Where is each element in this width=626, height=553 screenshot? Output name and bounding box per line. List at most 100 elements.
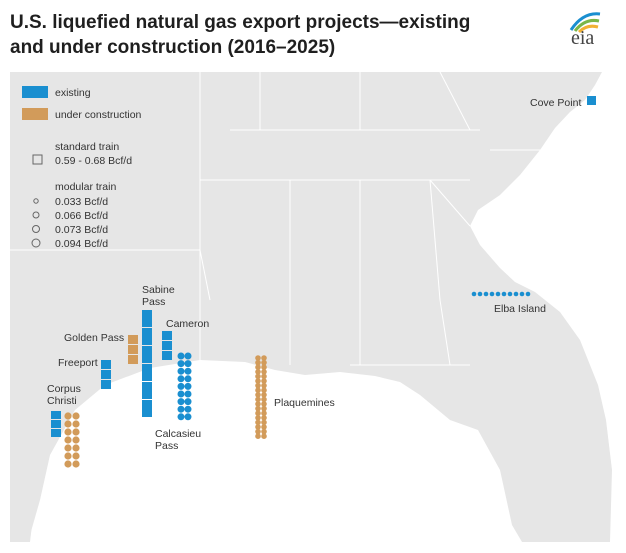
legend-standard-range: 0.59 - 0.68 Bcf/d bbox=[55, 155, 132, 167]
legend-standard-square bbox=[32, 154, 43, 165]
modular-train bbox=[261, 396, 267, 403]
project-label-elba-island: Elba Island bbox=[494, 303, 546, 315]
legend-standard-title: standard train bbox=[55, 141, 119, 153]
modular-train bbox=[261, 382, 267, 389]
project-label-plaquemines: Plaquemines bbox=[274, 397, 335, 409]
modular-train bbox=[72, 444, 80, 452]
modular-train bbox=[184, 360, 192, 368]
projects: Cove Point Sabine Pass Golden Pass Camer… bbox=[47, 96, 596, 468]
standard-train bbox=[142, 328, 152, 345]
standard-train bbox=[142, 364, 152, 381]
modular-train bbox=[255, 392, 261, 398]
standard-train bbox=[51, 420, 61, 428]
modular-train bbox=[261, 424, 267, 430]
modular-train bbox=[255, 415, 261, 421]
eia-logo: eia bbox=[569, 12, 601, 49]
modular-train bbox=[255, 387, 261, 394]
modular-train bbox=[184, 382, 192, 390]
modular-train bbox=[177, 405, 185, 413]
legend: existing under construction standard tra… bbox=[22, 86, 142, 250]
standard-train bbox=[128, 355, 138, 364]
standard-train bbox=[128, 345, 138, 354]
modular-train bbox=[184, 367, 192, 375]
legend-construction-label: under construction bbox=[55, 109, 142, 121]
modular-train bbox=[64, 436, 72, 444]
modular-train bbox=[495, 291, 501, 297]
title-line-2: and under construction (2016–2025) bbox=[10, 37, 336, 58]
standard-train bbox=[101, 370, 111, 379]
modular-train bbox=[177, 390, 185, 398]
standard-train bbox=[51, 411, 61, 419]
modular-train bbox=[255, 378, 261, 384]
legend-modular-size: 0.033 Bcf/d bbox=[55, 196, 108, 208]
standard-train bbox=[51, 429, 61, 437]
standard-train bbox=[587, 96, 596, 105]
modular-train bbox=[483, 291, 489, 297]
modular-train bbox=[261, 392, 267, 398]
legend-modular-circle bbox=[31, 238, 41, 248]
modular-train bbox=[184, 413, 192, 421]
modular-train bbox=[255, 428, 261, 435]
standard-train bbox=[128, 335, 138, 344]
legend-modular-size: 0.073 Bcf/d bbox=[55, 224, 108, 236]
project-label-golden-pass: Golden Pass bbox=[64, 332, 124, 344]
standard-train bbox=[101, 360, 111, 369]
modular-train bbox=[255, 355, 261, 361]
legend-modular-circle bbox=[33, 198, 39, 204]
modular-train bbox=[177, 352, 185, 360]
modular-train bbox=[255, 419, 261, 426]
legend-modular-circle bbox=[32, 225, 40, 233]
modular-train bbox=[177, 367, 185, 375]
modular-train bbox=[513, 291, 519, 297]
corpus-christi-marker bbox=[51, 411, 80, 468]
modular-train bbox=[261, 364, 267, 371]
modular-train bbox=[261, 355, 267, 361]
project-label-corpus-christi: Corpus bbox=[47, 383, 81, 395]
cameron-marker bbox=[162, 331, 172, 360]
modular-train bbox=[261, 378, 267, 384]
modular-train bbox=[177, 375, 185, 383]
legend-modular-size: 0.094 Bcf/d bbox=[55, 238, 108, 250]
legend-existing-label: existing bbox=[55, 87, 91, 99]
modular-train bbox=[72, 412, 80, 420]
modular-train bbox=[255, 424, 261, 430]
legend-existing-swatch bbox=[22, 86, 48, 98]
modular-train bbox=[255, 405, 261, 412]
modular-train bbox=[255, 382, 261, 389]
modular-train bbox=[184, 405, 192, 413]
modular-train bbox=[64, 460, 72, 468]
cove-point-marker bbox=[587, 96, 596, 105]
map-title: U.S. liquefied natural gas export projec… bbox=[10, 10, 470, 60]
modular-train bbox=[72, 452, 80, 460]
modular-train bbox=[261, 433, 267, 440]
project-label-cameron: Cameron bbox=[166, 318, 209, 330]
modular-train bbox=[261, 387, 267, 394]
modular-train bbox=[255, 396, 261, 403]
modular-train bbox=[255, 410, 261, 417]
standard-train bbox=[101, 380, 111, 389]
modular-train bbox=[261, 359, 267, 366]
sabine-pass-marker bbox=[142, 310, 152, 417]
modular-train bbox=[255, 359, 261, 366]
standard-train bbox=[142, 346, 152, 363]
modular-train bbox=[255, 401, 261, 407]
standard-train bbox=[142, 400, 152, 417]
elba-island-marker bbox=[471, 291, 531, 297]
project-label-sabine-pass-2: Pass bbox=[142, 296, 165, 308]
modular-train bbox=[64, 444, 72, 452]
standard-train bbox=[162, 331, 172, 340]
modular-train bbox=[72, 428, 80, 436]
modular-train bbox=[507, 291, 513, 297]
golden-pass-marker bbox=[128, 335, 138, 364]
project-label-calcasieu-pass-2: Pass bbox=[155, 440, 178, 452]
modular-train bbox=[72, 460, 80, 468]
modular-train bbox=[177, 413, 185, 421]
modular-train bbox=[477, 291, 483, 297]
project-label-sabine-pass: Sabine bbox=[142, 284, 175, 296]
modular-train bbox=[64, 412, 72, 420]
modular-train bbox=[255, 364, 261, 371]
legend-modular-circle bbox=[32, 211, 40, 219]
modular-train bbox=[255, 373, 261, 380]
standard-train bbox=[162, 351, 172, 360]
project-label-freeport: Freeport bbox=[58, 357, 98, 369]
